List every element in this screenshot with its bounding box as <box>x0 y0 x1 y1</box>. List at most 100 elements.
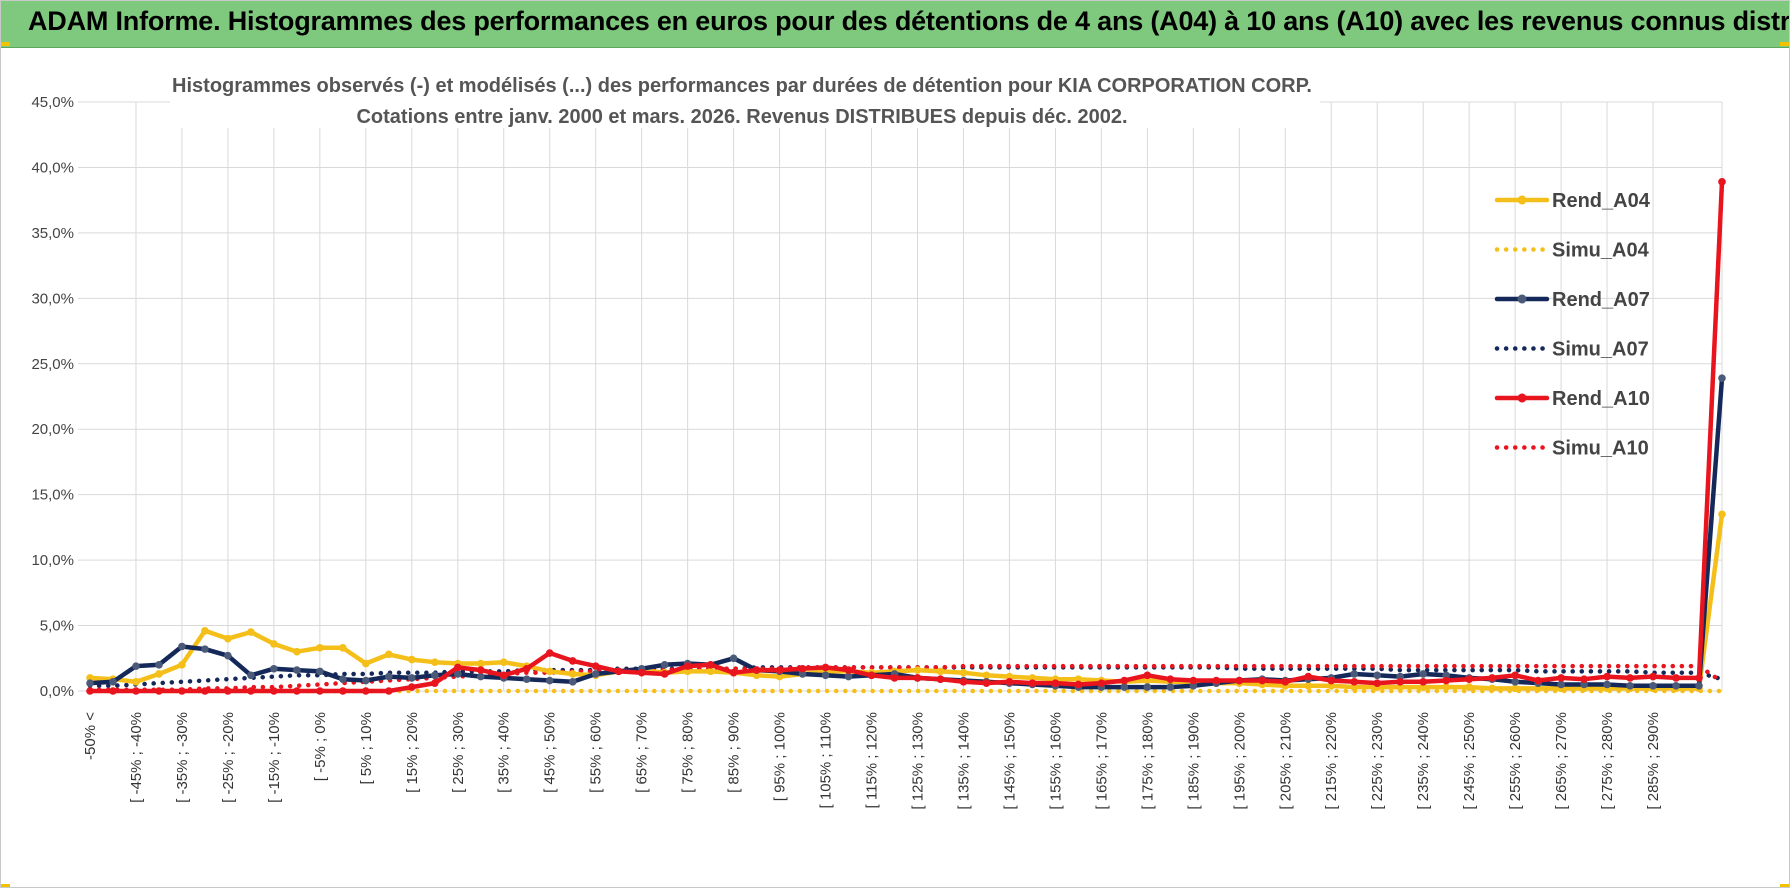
data-point-rend_a10 <box>1235 676 1244 685</box>
y-tick-label: 0,0% <box>40 683 74 700</box>
data-point-rend_a07 <box>408 674 416 682</box>
data-point-rend_a10 <box>109 687 117 695</box>
x-tick-label: [ 175% ; 180% <box>1139 712 1156 810</box>
y-tick-label: 10,0% <box>31 552 74 569</box>
data-point-rend_a07 <box>821 671 830 680</box>
data-point-rend_a07 <box>729 654 738 663</box>
data-point-rend_a10 <box>1028 679 1037 687</box>
data-point-rend_a10 <box>385 687 393 695</box>
data-point-rend_a07 <box>1442 671 1450 680</box>
data-point-rend_a04 <box>683 667 692 676</box>
data-point-rend_a10 <box>86 687 94 695</box>
data-point-rend_a10 <box>270 687 278 695</box>
data-point-rend_a07 <box>316 667 324 676</box>
data-point-rend_a07 <box>522 675 531 684</box>
data-point-rend_a04 <box>568 670 577 678</box>
data-point-rend_a04 <box>1511 684 1519 693</box>
horizontal-gridlines <box>78 101 1722 692</box>
data-point-rend_a10 <box>316 687 324 695</box>
data-point-rend_a10 <box>476 666 485 674</box>
data-point-rend_a07 <box>545 676 554 685</box>
data-point-rend_a07 <box>1143 683 1152 691</box>
data-point-rend_a04 <box>1074 675 1083 684</box>
y-tick-label: 25,0% <box>31 356 74 373</box>
data-point-rend_a04 <box>1718 510 1726 519</box>
data-point-rend_a07 <box>247 671 255 680</box>
data-point-rend_a10 <box>1097 679 1106 687</box>
legend-marker-rend_a10 <box>1517 393 1527 403</box>
report-title: ADAM Informe. Histogrammes des performan… <box>28 6 1790 36</box>
data-point-rend_a04 <box>1327 681 1336 690</box>
y-tick-label: 5,0% <box>40 618 74 635</box>
data-point-rend_a10 <box>1281 678 1290 686</box>
data-point-rend_a07 <box>1603 680 1611 689</box>
data-point-rend_a04 <box>913 666 922 674</box>
data-point-rend_a04 <box>1396 683 1404 691</box>
data-point-rend_a04 <box>706 667 715 676</box>
data-point-rend_a10 <box>453 663 462 672</box>
data-point-rend_a04 <box>1488 684 1496 693</box>
data-point-rend_a10 <box>339 687 347 695</box>
data-point-rend_a07 <box>155 661 163 669</box>
data-point-rend_a04 <box>1350 683 1359 691</box>
data-point-rend_a07 <box>385 672 393 681</box>
data-point-rend_a10 <box>545 649 554 657</box>
x-tick-label: [ -35% ; -30% <box>174 712 191 803</box>
data-point-rend_a04 <box>316 644 324 652</box>
data-point-rend_a10 <box>637 668 646 677</box>
data-point-rend_a10 <box>293 687 301 695</box>
data-point-rend_a10 <box>1120 676 1129 685</box>
data-point-rend_a10 <box>1649 672 1657 681</box>
data-point-rend_a07 <box>1189 681 1198 690</box>
data-point-rend_a10 <box>1465 675 1473 684</box>
data-point-rend_a10 <box>913 674 922 682</box>
data-point-rend_a04 <box>155 670 163 678</box>
data-point-rend_a04 <box>408 655 416 664</box>
y-tick-label: 20,0% <box>31 421 74 438</box>
y-tick-label: 35,0% <box>31 225 74 242</box>
data-point-rend_a07 <box>1120 683 1129 691</box>
series-line-rend_a10 <box>87 179 1725 694</box>
x-tick-label: [ -15% ; -10% <box>266 712 283 803</box>
data-point-rend_a07 <box>132 662 140 670</box>
data-point-rend_a07 <box>178 642 186 651</box>
data-point-rend_a10 <box>247 687 255 695</box>
legend-label-simu_a10: Simu_A10 <box>1552 438 1649 460</box>
x-axis-tick-labels: -50% < [ -45% ; -40% [ -35% ; -30% [ -25% ;… <box>82 712 1662 810</box>
data-point-rend_a07 <box>1718 374 1726 382</box>
x-tick-label: [ 35% ; 40% <box>496 712 513 793</box>
data-point-rend_a10 <box>408 683 416 691</box>
data-point-rend_a07 <box>476 672 485 681</box>
data-point-rend_a10 <box>1327 676 1336 685</box>
x-tick-label: [ 75% ; 80% <box>680 712 697 793</box>
x-tick-label: [ 225% ; 230% <box>1369 712 1386 810</box>
x-tick-label: [ 235% ; 240% <box>1415 712 1432 810</box>
y-tick-label: 40,0% <box>31 159 74 176</box>
data-point-rend_a10 <box>178 687 186 695</box>
legend-label-rend_a07: Rend_A07 <box>1552 289 1650 311</box>
chart-subtitle: Cotations entre janv. 2000 et mars. 2026… <box>356 106 1127 128</box>
data-point-rend_a10 <box>1373 679 1382 687</box>
data-point-rend_a07 <box>1419 670 1427 678</box>
data-point-rend_a10 <box>522 664 531 673</box>
y-axis-tick-labels: 0,0% 5,0% 10,0% 15,0% 20,0% 25,0% 30,0% 35,0% 40… <box>31 94 74 700</box>
series-line-simu_a07 <box>87 665 1725 689</box>
data-point-rend_a07 <box>109 678 117 686</box>
data-point-rend_a10 <box>568 657 577 665</box>
data-point-rend_a07 <box>1672 681 1680 690</box>
data-point-rend_a07 <box>86 679 94 687</box>
x-tick-label: -50% < <box>82 712 99 760</box>
legend-marker-rend_a04 <box>1517 195 1527 205</box>
corner-accent-bottom-left <box>0 884 10 888</box>
data-point-rend_a04 <box>293 647 301 656</box>
data-point-rend_a04 <box>545 667 554 676</box>
data-point-rend_a10 <box>936 675 945 684</box>
data-point-rend_a10 <box>660 670 669 678</box>
data-point-rend_a04 <box>499 658 508 667</box>
y-tick-label: 30,0% <box>31 290 74 307</box>
data-point-rend_a10 <box>1557 674 1565 682</box>
data-point-rend_a07 <box>1626 681 1634 690</box>
data-point-rend_a10 <box>132 687 140 695</box>
x-tick-label: [ 245% ; 250% <box>1461 712 1478 810</box>
legend-label-simu_a07: Simu_A07 <box>1552 339 1649 361</box>
